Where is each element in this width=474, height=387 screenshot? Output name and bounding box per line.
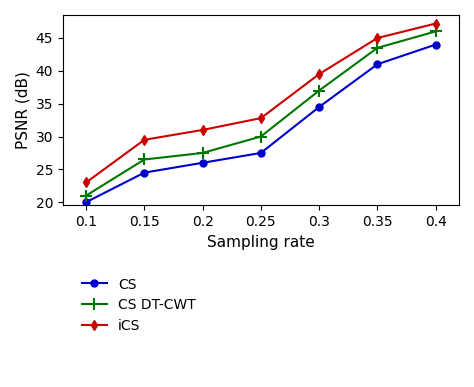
CS [142,170,147,175]
iCS [316,72,322,77]
Line: CS: CS [82,41,439,205]
iCS [433,21,438,26]
CS DT-CWT [433,29,438,34]
CS DT-CWT [374,46,380,50]
CS [83,200,89,204]
Y-axis label: PSNR (dB): PSNR (dB) [15,71,30,149]
CS [316,104,322,109]
iCS [374,36,380,40]
Legend: CS, CS DT-CWT, iCS: CS, CS DT-CWT, iCS [78,273,200,337]
CS DT-CWT [83,193,89,198]
iCS [83,180,89,185]
CS [374,62,380,67]
CS [433,42,438,47]
CS DT-CWT [142,157,147,162]
CS DT-CWT [200,151,205,155]
iCS [200,128,205,132]
iCS [142,137,147,142]
Line: iCS: iCS [82,20,439,186]
X-axis label: Sampling rate: Sampling rate [207,235,315,250]
CS [258,151,264,155]
CS [200,161,205,165]
CS DT-CWT [316,88,322,93]
CS DT-CWT [258,134,264,139]
iCS [258,116,264,120]
Line: CS DT-CWT: CS DT-CWT [81,26,441,201]
